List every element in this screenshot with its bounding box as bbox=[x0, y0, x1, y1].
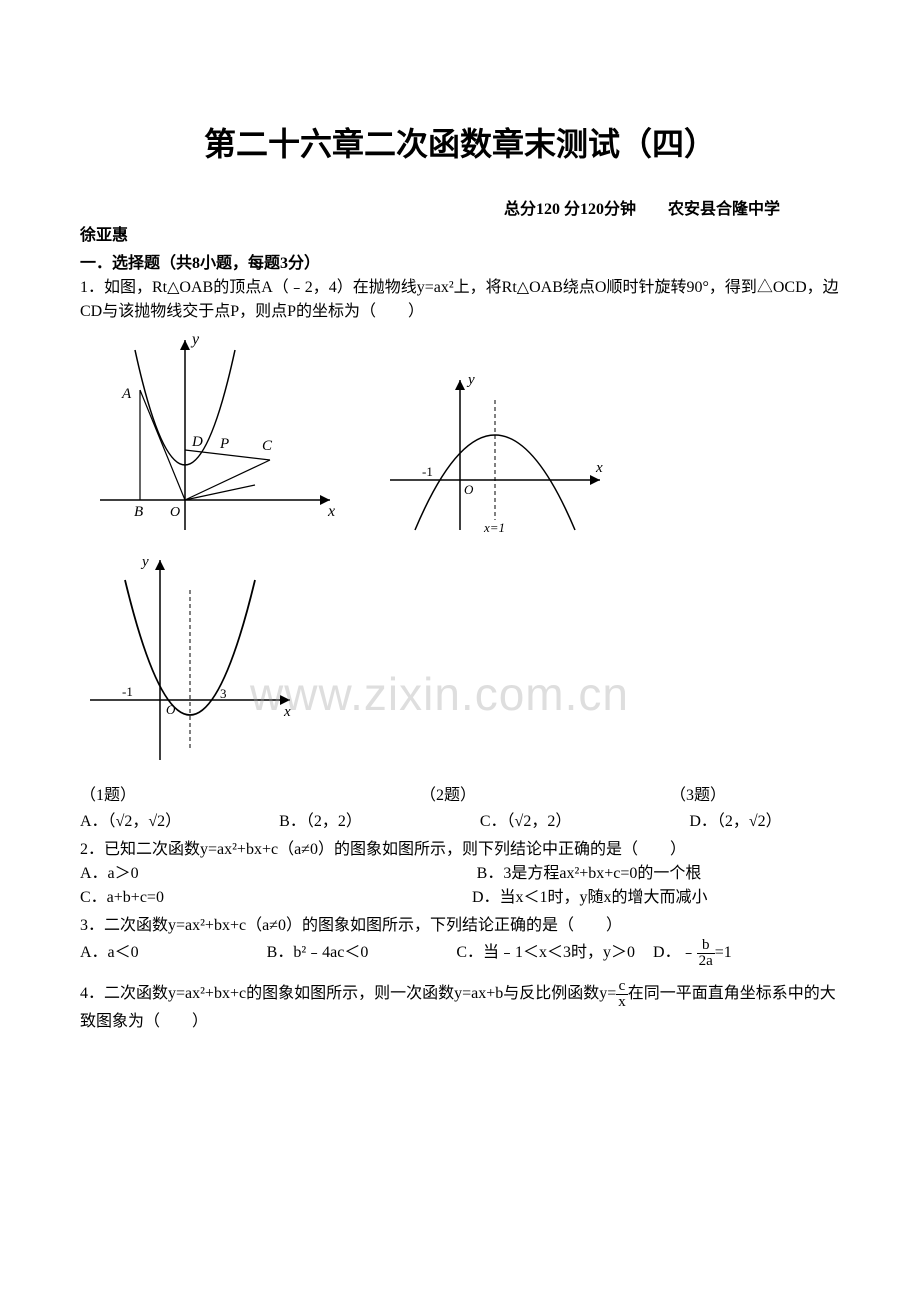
fig2-x-label: x bbox=[595, 460, 603, 476]
fig3-three-label: 3 bbox=[220, 686, 227, 701]
fig2-y-label: y bbox=[466, 372, 475, 388]
cap-3: （3题） bbox=[670, 784, 726, 808]
q3-optC: C．当﹣1＜x＜3时，y＞0 bbox=[456, 944, 635, 961]
fig3-x-label: x bbox=[283, 704, 291, 720]
fig2-O-label: O bbox=[464, 482, 474, 497]
fig1-A-label: A bbox=[121, 386, 132, 402]
q1-optB: B．（2，2） bbox=[279, 813, 362, 830]
fig3-y-label: y bbox=[140, 554, 149, 570]
q2-optA: A．a＞0 bbox=[80, 865, 139, 882]
fig3-neg1-label: -1 bbox=[122, 684, 133, 699]
q1-optD: D．（2，√2） bbox=[689, 813, 781, 830]
fig1-O-label: O bbox=[170, 505, 180, 520]
author: 徐亚惠 bbox=[80, 224, 840, 248]
q2-optB: B．3是方程ax²+bx+c=0的一个根 bbox=[477, 865, 702, 882]
q1-optA: A．（√2，√2） bbox=[80, 813, 185, 830]
q2-stem: 2．已知二次函数y=ax²+bx+c（a≠0）的图象如图所示，则下列结论中正确的… bbox=[80, 838, 840, 862]
q3-optA: A．a＜0 bbox=[80, 944, 139, 961]
q1-options: A．（√2，√2） B．（2，2） C．（√2，2） D．（2，√2） bbox=[80, 810, 840, 834]
figure-1: x y O A B D P C bbox=[80, 330, 340, 550]
figures-row-1-2: x y O A B D P C x bbox=[80, 330, 840, 550]
fig1-x-label: x bbox=[327, 503, 335, 520]
fig1-B-label: B bbox=[134, 504, 143, 520]
page: 第二十六章二次函数章末测试（四） 总分120 分120分钟 农安县合隆中学 徐亚… bbox=[0, 0, 920, 1094]
q4-stem: 4．二次函数y=ax²+bx+c的图象如图所示，则一次函数y=ax+b与反比例函… bbox=[80, 979, 840, 1034]
q3-stem: 3．二次函数y=ax²+bx+c（a≠0）的图象如图所示，下列结论正确的是（ ） bbox=[80, 914, 840, 938]
fig1-y-label: y bbox=[190, 331, 200, 348]
q2-optC: C．a+b+c=0 bbox=[80, 889, 164, 906]
q1-optC: C．（√2，2） bbox=[480, 813, 575, 830]
q3-opts: A．a＜0 B．b²﹣4ac＜0 C．当﹣1＜x＜3时，y＞0 D．﹣b2a=1 bbox=[80, 938, 840, 969]
figure-3: x y O -1 3 bbox=[80, 550, 310, 770]
fig2-xeq-label: x=1 bbox=[483, 520, 505, 535]
q2-optD: D．当x＜1时，y随x的增大而减小 bbox=[472, 889, 708, 906]
fig1-D-label: D bbox=[191, 434, 203, 450]
q2-line1: A．a＞0 B．3是方程ax²+bx+c=0的一个根 bbox=[80, 862, 840, 886]
fig2-neg1-label: -1 bbox=[422, 464, 433, 479]
fig1-P-label: P bbox=[219, 436, 229, 452]
cap-2: （2题） bbox=[420, 784, 670, 808]
figure-3-wrap: x y O -1 3 www.zixin.com.cn bbox=[80, 550, 840, 778]
cap-1: （1题） bbox=[80, 784, 420, 808]
q3-optD: D．﹣b2a=1 bbox=[653, 944, 732, 961]
section-1-head: 一．选择题（共8小题，每题3分） bbox=[80, 252, 840, 276]
fig1-C-label: C bbox=[262, 438, 273, 454]
figure-captions: （1题） （2题） （3题） bbox=[80, 784, 840, 808]
figure-2: x y O x=1 -1 bbox=[380, 370, 610, 540]
q1-stem: 1．如图，Rt△OAB的顶点A（﹣2，4）在抛物线y=ax²上，将Rt△OAB绕… bbox=[80, 276, 840, 324]
meta-line: 总分120 分120分钟 农安县合隆中学 bbox=[80, 198, 840, 222]
q2-line2: C．a+b+c=0 D．当x＜1时，y随x的增大而减小 bbox=[80, 886, 840, 910]
doc-title: 第二十六章二次函数章末测试（四） bbox=[80, 120, 840, 168]
q3-optB: B．b²﹣4ac＜0 bbox=[267, 944, 369, 961]
